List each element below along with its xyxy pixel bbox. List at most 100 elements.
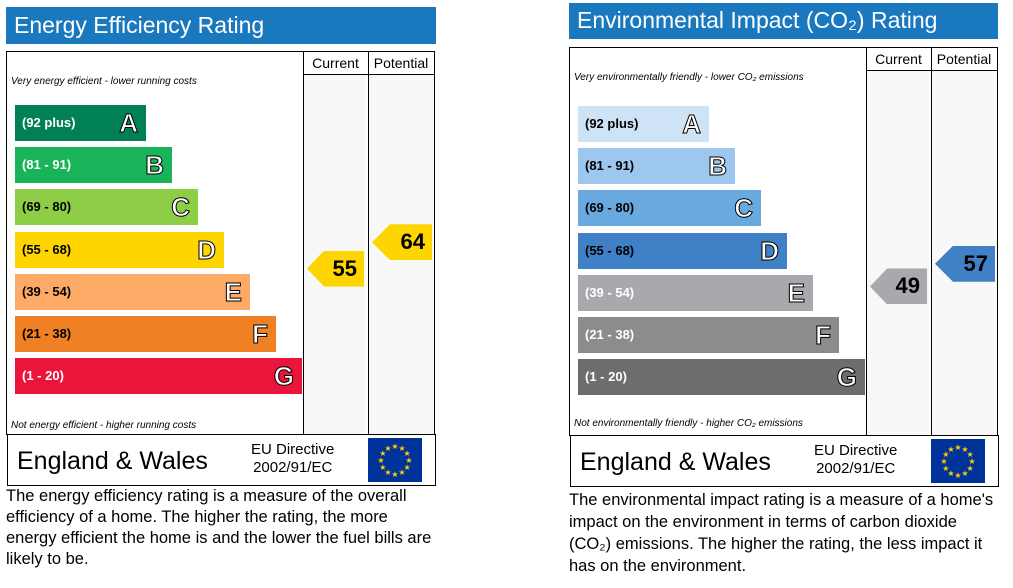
- band-letter: A: [682, 109, 702, 140]
- rating-band-g: (1 - 20) G: [578, 359, 865, 396]
- current-rating-arrow-value: 49: [895, 273, 920, 299]
- rating-band-b: (81 - 91) B: [15, 147, 172, 184]
- band-letter: D: [760, 235, 780, 266]
- band-range-label: (69 - 80): [585, 200, 635, 216]
- eu-star: ★: [379, 463, 386, 472]
- rating-description: The energy efficiency rating is a measur…: [6, 487, 432, 568]
- top-note: Very energy efficient - lower running co…: [11, 76, 197, 87]
- eu-star: ★: [967, 450, 974, 459]
- eu-star: ★: [391, 442, 398, 451]
- directive-line-2: 2002/91/EC: [816, 460, 896, 477]
- footer-directive: EU Directive 2002/91/EC: [814, 442, 897, 478]
- band-letter: E: [787, 277, 805, 308]
- band-letter: C: [171, 192, 191, 223]
- current-column: [867, 71, 929, 435]
- eu-star: ★: [954, 471, 961, 480]
- eu-star: ★: [968, 457, 975, 466]
- bottom-note: Not energy efficient - higher running co…: [11, 420, 197, 431]
- rating-band-e: (39 - 54) E: [578, 274, 813, 311]
- rating-band-c: (69 - 80) C: [15, 189, 198, 226]
- band-letter: B: [145, 150, 165, 181]
- band-range-label: (55 - 68): [585, 242, 635, 258]
- eu-star: ★: [954, 443, 961, 452]
- eu-star: ★: [384, 468, 391, 477]
- eu-star: ★: [405, 456, 412, 465]
- rating-band-g: (1 - 20) G: [15, 358, 302, 395]
- chart-title: Energy Efficiency Rating: [6, 7, 436, 44]
- band-range-label: (81 - 91): [22, 157, 72, 173]
- band-range-label: (92 plus): [22, 115, 76, 130]
- band-letter: E: [224, 276, 242, 307]
- chart-title: Environmental Impact (CO₂) Rating: [569, 3, 998, 39]
- rating-band-a: (92 plus) A: [15, 105, 146, 141]
- band-letter: G: [836, 362, 857, 393]
- band-range-label: (39 - 54): [22, 283, 72, 299]
- potential-rating-arrow-value: 57: [963, 250, 988, 276]
- band-range-label: (1 - 20): [585, 369, 627, 385]
- eu-star: ★: [947, 445, 954, 454]
- footer-country: England & Wales: [17, 447, 208, 475]
- band-letter: A: [119, 108, 139, 139]
- eu-star: ★: [940, 457, 947, 466]
- column-header-current: Current: [312, 55, 359, 71]
- rating-chart-box: Current Potential Very environmentally fri…: [569, 47, 999, 487]
- column-header-potential: Potential: [373, 55, 429, 71]
- eu-star: ★: [404, 449, 411, 458]
- column-header-current: Current: [875, 51, 922, 67]
- rating-band-d: (55 - 68) D: [578, 232, 787, 269]
- eu-star: ★: [377, 456, 384, 465]
- eu-star: ★: [398, 468, 405, 477]
- band-letter: D: [197, 234, 217, 265]
- directive-line-1: EU Directive: [251, 441, 335, 458]
- band-range-label: (39 - 54): [585, 284, 635, 300]
- band-range-label: (21 - 38): [22, 326, 72, 341]
- eu-star: ★: [967, 464, 974, 473]
- band-letter: B: [708, 151, 728, 182]
- rating-band-f: (21 - 38) F: [578, 317, 839, 353]
- band-letter: G: [273, 361, 294, 392]
- eu-flag-icon: ★ ★ ★ ★ ★ ★ ★ ★ ★ ★ ★ ★: [368, 438, 422, 482]
- band-letter: F: [252, 319, 269, 350]
- eu-star: ★: [404, 463, 411, 472]
- footer-directive: EU Directive 2002/91/EC: [251, 441, 334, 477]
- energy-efficiency-panel: Energy Efficiency Rating Current Potentia…: [6, 7, 436, 582]
- potential-rating-arrow-value: 64: [400, 229, 425, 255]
- band-letter: F: [815, 320, 832, 351]
- rating-band-f: (21 - 38) F: [15, 316, 276, 352]
- eu-star: ★: [379, 449, 386, 458]
- eu-star: ★: [961, 445, 968, 454]
- rating-band-b: (81 - 91) B: [578, 148, 735, 185]
- footer-row: England & Wales EU Directive 2002/91/EC ★ ★ ★…: [7, 434, 436, 486]
- eu-star: ★: [391, 470, 398, 479]
- rating-band-a: (92 plus) A: [578, 106, 709, 142]
- directive-line-1: EU Directive: [814, 442, 898, 459]
- column-divider: [866, 48, 867, 435]
- band-range-label: (69 - 80): [22, 199, 72, 215]
- column-header-potential: Potential: [936, 51, 992, 67]
- directive-line-2: 2002/91/EC: [253, 459, 333, 476]
- rating-chart-box: Current Potential Very energy efficient - …: [6, 51, 436, 486]
- band-range-label: (81 - 91): [585, 158, 635, 174]
- bottom-note: Not environmentally friendly - higher CO…: [574, 418, 803, 429]
- eu-star: ★: [942, 464, 949, 473]
- top-note: Very environmentally friendly - lower CO…: [574, 72, 804, 83]
- environmental-impact-panel: Environmental Impact (CO₂) Rating Curren…: [569, 3, 999, 583]
- rating-band-e: (39 - 54) E: [15, 273, 250, 310]
- eu-star: ★: [384, 444, 391, 453]
- current-rating-arrow-value: 55: [332, 255, 357, 281]
- eu-star: ★: [398, 444, 405, 453]
- footer-country: England & Wales: [580, 448, 771, 476]
- eu-star: ★: [961, 469, 968, 478]
- rating-description: The environmental impact rating is a mea…: [569, 491, 994, 575]
- column-divider: [368, 52, 369, 434]
- eu-star: ★: [942, 450, 949, 459]
- footer-row: England & Wales EU Directive 2002/91/EC ★ ★ ★…: [570, 435, 999, 487]
- band-range-label: (55 - 68): [22, 241, 72, 257]
- column-divider: [303, 52, 304, 434]
- rating-band-d: (55 - 68) D: [15, 231, 224, 268]
- band-range-label: (92 plus): [585, 116, 639, 131]
- band-letter: C: [734, 193, 754, 224]
- column-divider: [931, 48, 932, 435]
- rating-band-c: (69 - 80) C: [578, 190, 761, 227]
- eu-flag-icon: ★ ★ ★ ★ ★ ★ ★ ★ ★ ★ ★ ★: [931, 439, 985, 483]
